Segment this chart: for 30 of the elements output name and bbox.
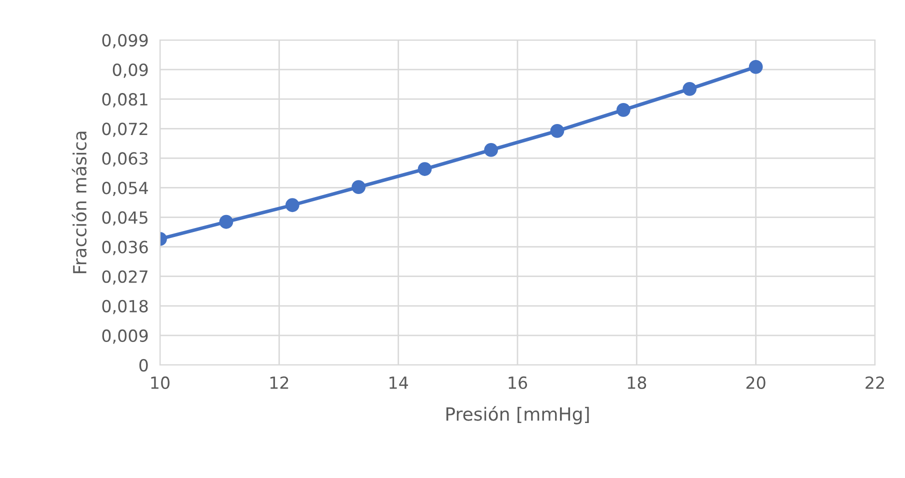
y-tick-label: 0,099	[102, 34, 148, 48]
y-tick-label: 0,036	[102, 240, 148, 256]
x-tick-label: 22	[866, 376, 884, 389]
y-tick-label: 0,027	[102, 270, 148, 285]
point	[748, 60, 763, 74]
point	[418, 162, 432, 176]
point	[616, 102, 630, 117]
y-tick-label: 0,063	[102, 152, 148, 166]
x-tick-label: 18	[628, 376, 646, 390]
x-tick-label: 14	[390, 376, 408, 389]
x-tick-label: 20	[746, 376, 766, 390]
point	[352, 180, 366, 194]
point	[484, 143, 498, 157]
point	[682, 82, 697, 96]
y-axis-title: Fracción másica	[72, 132, 87, 274]
y-tick-label: 0	[139, 358, 148, 372]
y-tick-label: 0,081	[102, 93, 148, 108]
point	[550, 124, 564, 138]
y-tick-label: 0,072	[102, 122, 148, 137]
x-tick-label: 10	[151, 376, 170, 390]
point	[285, 198, 300, 212]
x-tick-label: 16	[508, 376, 528, 390]
y-tick-label: 0,09	[112, 64, 148, 78]
x-tick-label: 12	[270, 376, 288, 389]
y-tick-label: 0,045	[102, 211, 148, 226]
x-axis-title: Presión [mmHg]	[446, 406, 589, 424]
y-tick-label: 0,018	[102, 300, 148, 314]
point	[219, 214, 234, 229]
y-tick-label: 0,054	[102, 182, 148, 196]
y-tick-label: 0,009	[102, 329, 148, 344]
